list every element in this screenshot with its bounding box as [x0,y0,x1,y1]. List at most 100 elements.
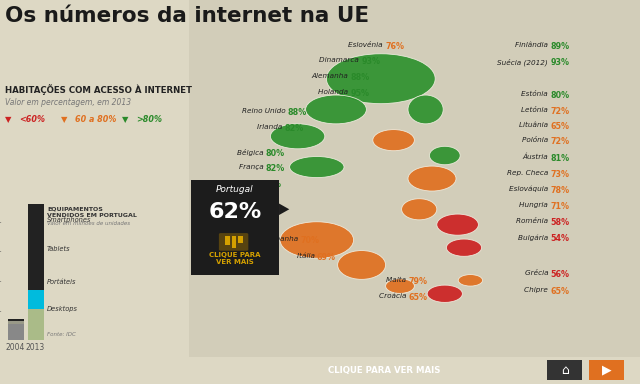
Ellipse shape [290,157,344,178]
Text: Bélgica: Bélgica [237,149,266,156]
Text: Chipre: Chipre [524,287,550,293]
Text: <60%: <60% [19,115,45,124]
Text: 65%: 65% [550,122,570,131]
Text: 60 a 80%: 60 a 80% [75,115,116,124]
Text: ⌂: ⌂ [561,364,569,377]
Bar [225,236,230,245]
Text: 58%: 58% [550,218,570,227]
Text: Dinamarca: Dinamarca [319,57,362,63]
Text: Tablets: Tablets [47,247,70,252]
Text: Os números da internet na UE: Os números da internet na UE [5,6,369,26]
Text: 93%: 93% [550,58,570,67]
Bar [28,290,44,309]
FancyBboxPatch shape [589,361,624,380]
Text: França: França [239,164,266,170]
Text: Suécia (2012): Suécia (2012) [497,58,550,66]
Text: Holanda: Holanda [318,89,351,95]
Ellipse shape [408,166,456,191]
Text: 70%: 70% [301,236,320,245]
Text: Grécia: Grécia [525,270,550,276]
Text: 71%: 71% [550,202,570,211]
Text: 94%: 94% [262,180,282,189]
Text: 81%: 81% [550,154,570,162]
Text: 62%: 62% [208,202,262,222]
Text: >80%: >80% [136,115,162,124]
Text: 80%: 80% [266,149,285,158]
Text: 79%: 79% [408,277,428,286]
Text: CLIQUE PARA
VER MAIS: CLIQUE PARA VER MAIS [209,252,260,265]
Text: Roménia: Roménia [516,218,550,224]
Text: HABITAÇÕES COM ACESSO À INTERNET: HABITAÇÕES COM ACESSO À INTERNET [5,84,192,96]
Text: Portugal: Portugal [216,185,253,194]
Ellipse shape [436,214,479,235]
Text: EQUIPAMENTOS
VENDIDOS EM PORTUGAL: EQUIPAMENTOS VENDIDOS EM PORTUGAL [47,207,137,218]
Ellipse shape [458,275,483,286]
Text: Polónia: Polónia [522,137,550,144]
Ellipse shape [402,199,437,220]
Text: Finlândia: Finlândia [515,42,550,48]
Ellipse shape [338,251,385,280]
Ellipse shape [428,285,462,303]
Text: 73%: 73% [550,170,570,179]
Text: Estónia: Estónia [522,91,550,98]
Text: Bulgária: Bulgária [518,234,550,241]
Ellipse shape [447,239,482,257]
Ellipse shape [280,222,354,258]
Text: Áustria: Áustria [522,154,550,160]
Bar [8,324,24,340]
Text: 72%: 72% [550,107,570,116]
Text: Malta: Malta [386,277,408,283]
Polygon shape [279,204,289,215]
Bar [8,319,24,321]
FancyBboxPatch shape [189,0,640,357]
Text: 95%: 95% [351,89,370,98]
Text: 82%: 82% [285,124,304,132]
Ellipse shape [306,95,366,124]
Text: Smartphones: Smartphones [47,217,92,223]
Text: Espanha: Espanha [268,236,301,242]
Bar [238,236,243,243]
Text: Eslováquia: Eslováquia [509,186,550,192]
Text: Reino Unido: Reino Unido [242,108,288,114]
Ellipse shape [271,124,325,149]
Text: Luxemburgo: Luxemburgo [214,180,262,187]
Text: Portáteis: Portáteis [47,279,77,285]
Text: ▶: ▶ [602,364,612,377]
Text: Itália: Itália [296,253,317,260]
Text: Lituânia: Lituânia [519,122,550,128]
Text: 88%: 88% [351,73,370,82]
Text: Rep. Checa: Rep. Checa [507,170,550,176]
Text: Fonte: IDC: Fonte: IDC [47,333,76,338]
Text: 93%: 93% [362,57,381,66]
Text: 65%: 65% [550,287,570,296]
Text: Letónia: Letónia [521,107,550,113]
Text: Desktops: Desktops [47,306,78,312]
Text: 76%: 76% [385,42,404,51]
Text: Valor em milhões de unidades: Valor em milhões de unidades [47,221,130,226]
Text: ▼: ▼ [122,115,128,124]
Text: Irlanda: Irlanda [257,124,285,130]
Text: Alemanha: Alemanha [312,73,351,79]
Text: CLIQUE PARA VER MAIS: CLIQUE PARA VER MAIS [328,366,440,375]
Text: ▼: ▼ [5,115,12,124]
Text: Hungria: Hungria [519,202,550,208]
Text: Eslovénia: Eslovénia [348,42,385,48]
Text: 65%: 65% [408,293,428,301]
Bar [28,204,44,290]
Bar [232,236,236,248]
Text: 89%: 89% [550,42,570,51]
Text: 69%: 69% [317,253,336,262]
Bar [8,321,24,324]
Text: Croácia: Croácia [379,293,408,299]
Bar [28,309,44,340]
FancyBboxPatch shape [219,233,248,251]
Ellipse shape [247,203,271,231]
Ellipse shape [372,130,415,151]
Text: 82%: 82% [266,164,285,173]
Text: 88%: 88% [288,108,307,116]
Text: 72%: 72% [550,137,570,146]
Text: 56%: 56% [550,270,570,279]
FancyBboxPatch shape [191,180,279,275]
FancyBboxPatch shape [547,361,582,380]
Ellipse shape [326,54,435,104]
